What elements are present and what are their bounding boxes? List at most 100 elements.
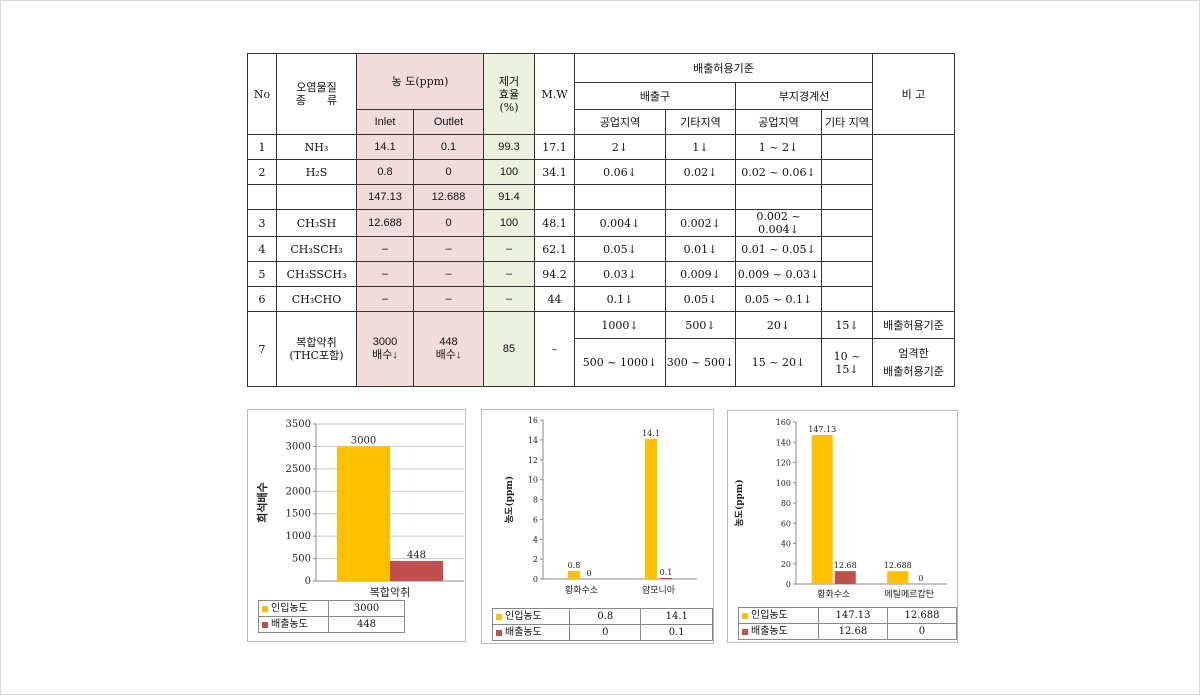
bar-inlet: [645, 438, 657, 579]
data-label: 0.8: [568, 561, 581, 570]
row7-mw: –: [534, 311, 575, 387]
legend-swatch: [496, 613, 502, 620]
header-inlet: Inlet: [356, 109, 414, 135]
row7-name: 복합악취 (THC포함): [276, 311, 357, 387]
cell-name: CH₃SCH₃: [276, 236, 357, 262]
y-tick-label: 2: [533, 555, 538, 564]
cell-ind2: 0.05 ~ 0.1↓: [735, 286, 822, 312]
y-tick-label: 500: [292, 554, 311, 565]
row7-b-remark: 엄격한 배출허용기준: [872, 338, 956, 387]
cell-inlet: 147.13: [356, 184, 414, 210]
cell-remarks: [872, 134, 956, 312]
y-tick-label: 80: [781, 499, 791, 508]
cell-no: 4: [247, 236, 277, 262]
cell-ind1: 0.03↓: [574, 261, 666, 287]
cell-ind2: 0.02 ~ 0.06↓: [735, 159, 822, 185]
chart-table-value: 12.688: [886, 607, 958, 624]
bar-outlet: [660, 578, 672, 579]
legend-text: 배출농도: [751, 626, 788, 637]
y-tick-label: 2500: [286, 464, 311, 475]
cell-name: NH₃: [276, 134, 357, 160]
cell-oth2: [820, 261, 874, 287]
cell-outlet: 0: [413, 209, 484, 237]
bar-outlet: [390, 560, 443, 581]
y-tick-label: 140: [776, 438, 791, 447]
row7-a-industrial-1: 1000↓: [574, 311, 666, 339]
legend-text: 인입농도: [271, 603, 308, 614]
cell-ind1: 2↓: [574, 134, 666, 160]
cell-name: [276, 184, 357, 210]
row7-outlet: 448 배수↓: [413, 311, 484, 387]
cell-inlet: 0.8: [356, 159, 414, 185]
row7-efficiency: 85: [483, 311, 535, 387]
cell-ind1: [574, 184, 666, 210]
y-tick-label: 0: [305, 576, 311, 587]
cell-eff: –: [483, 236, 535, 262]
legend-text: 인입농도: [505, 611, 542, 622]
cell-outlet: –: [413, 236, 484, 262]
cell-oth1: 0.02↓: [665, 159, 736, 185]
y-tick-label: 12: [528, 456, 538, 465]
bar-outlet: [834, 571, 856, 584]
legend-label: 인입농도: [258, 600, 329, 617]
data-label: 0: [918, 574, 923, 583]
chart-h2s-methyl-mercaptan: 0 20 40 60 80 100 120 140 160 농도(ppm) 147.13 12.68 황…: [727, 410, 958, 643]
header-removal-efficiency: 제거 효율 (%): [483, 53, 535, 135]
y-tick-label: 3500: [286, 419, 311, 430]
cell-oth1: [665, 184, 736, 210]
cell-eff: –: [483, 261, 535, 287]
data-label: 12.68: [834, 561, 857, 570]
cell-ind1: 0.06↓: [574, 159, 666, 185]
data-label: 3000: [351, 435, 376, 446]
category-label: 암모니아: [642, 584, 676, 596]
cell-name: H₂S: [276, 159, 357, 185]
cell-name: CH₃CHO: [276, 286, 357, 312]
y-tick-label: 60: [781, 519, 791, 528]
cell-inlet: –: [356, 236, 414, 262]
cell-inlet: –: [356, 286, 414, 312]
header-mw: M.W: [534, 53, 575, 135]
cell-oth2: [820, 159, 874, 185]
y-tick-label: 100: [776, 479, 791, 488]
data-label: 12.688: [884, 561, 912, 570]
bar-inlet: [568, 571, 580, 579]
bar-inlet: [811, 435, 833, 584]
cell-oth1: 0.009↓: [665, 261, 736, 287]
data-label: 448: [407, 550, 426, 561]
row7-a-industrial-2: 20↓: [735, 311, 822, 339]
y-tick-label: 14: [528, 436, 538, 445]
cell-outlet: 12.688: [413, 184, 484, 210]
data-label: 147.13: [808, 425, 836, 434]
cell-eff: 99.3: [483, 134, 535, 160]
cell-ind2: [735, 184, 822, 210]
bar-inlet: [887, 571, 909, 584]
legend-label: 인입농도: [491, 608, 571, 625]
row7-a-remark: 배출허용기준: [872, 311, 956, 339]
legend-swatch: [742, 612, 748, 619]
cell-outlet: 0.1: [413, 134, 484, 160]
cell-ind2: 0.002 ~ 0.004↓: [735, 209, 822, 237]
header-remarks: 비 고: [872, 53, 956, 135]
cell-outlet: 0: [413, 159, 484, 185]
legend-text: 배출농도: [505, 627, 542, 638]
y-axis-label: 농도(ppm): [504, 476, 515, 523]
y-axis-label: 농도(ppm): [734, 479, 745, 526]
cell-mw: 44: [534, 286, 575, 312]
chart-table-value: 12.68: [817, 623, 888, 640]
table-row: 3 CH₃SH 12.688 0 100 48.1 0.004↓ 0.002↓ 0.002 ~ …: [247, 209, 955, 237]
row7-b-other-1: 300 ~ 500↓: [665, 338, 736, 387]
chart-table-value: 147.13: [817, 607, 888, 624]
chart-table-row: 배출농도 0 0.1: [491, 624, 713, 641]
cell-mw: 34.1: [534, 159, 575, 185]
cell-mw: 17.1: [534, 134, 575, 160]
row7-b-other-2: 10 ~ 15↓: [820, 338, 874, 387]
header-outlet: Outlet: [413, 109, 484, 135]
chart-table-row: 배출농도 448: [258, 616, 405, 633]
row7-a-other-1: 500↓: [665, 311, 736, 339]
chart-svg: 0 20 40 60 80 100 120 140 160 농도(ppm) 147.13 12.68 황…: [734, 418, 947, 600]
legend-text: 배출농도: [271, 619, 308, 630]
cell-eff: 100: [483, 159, 535, 185]
cell-mw: 94.2: [534, 261, 575, 287]
cell-eff: –: [483, 286, 535, 312]
y-tick-label: 4: [533, 535, 538, 544]
